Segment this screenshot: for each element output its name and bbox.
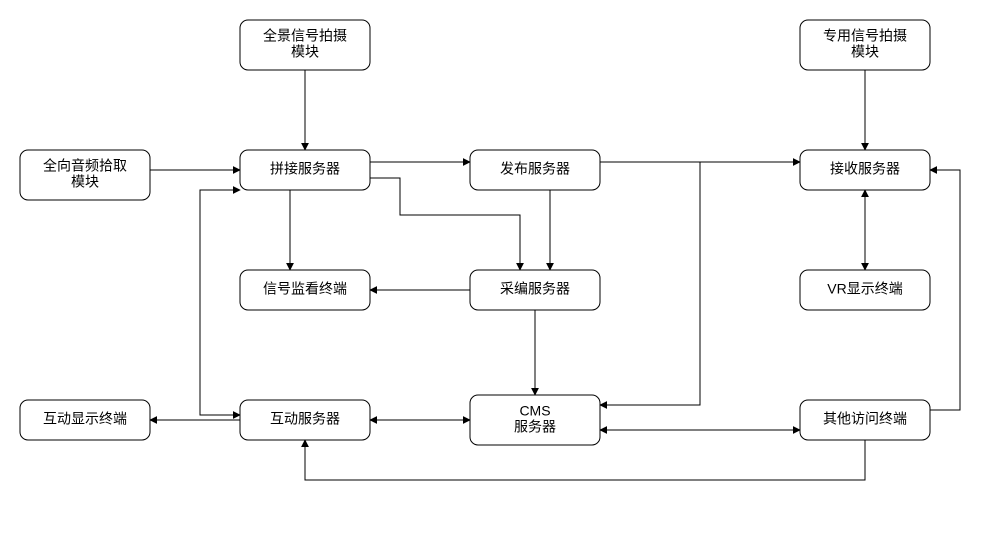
edge-n5-n6-mid-n12 xyxy=(600,162,700,405)
node-label: 采编服务器 xyxy=(500,281,570,297)
node-n10: 互动显示终端 xyxy=(20,400,150,440)
node-label: 信号监看终端 xyxy=(263,281,347,297)
node-label: 接收服务器 xyxy=(830,161,900,177)
node-n6: 接收服务器 xyxy=(800,150,930,190)
node-label: 全向音频拾取 xyxy=(43,158,127,174)
node-n13: 其他访问终端 xyxy=(800,400,930,440)
node-n9: VR显示终端 xyxy=(800,270,930,310)
node-label: 模块 xyxy=(71,174,99,190)
edge-n4-n11 xyxy=(200,190,240,415)
node-n11: 互动服务器 xyxy=(240,400,370,440)
node-label: 全景信号拍摄 xyxy=(263,28,347,44)
node-n12: CMS服务器 xyxy=(470,395,600,445)
node-label: 专用信号拍摄 xyxy=(823,28,907,44)
node-n2: 专用信号拍摄模块 xyxy=(800,20,930,70)
node-label: 互动服务器 xyxy=(270,411,340,427)
node-label: 其他访问终端 xyxy=(823,411,907,427)
node-n3: 全向音频拾取模块 xyxy=(20,150,150,200)
node-n1: 全景信号拍摄模块 xyxy=(240,20,370,70)
node-n4: 拼接服务器 xyxy=(240,150,370,190)
node-label: 模块 xyxy=(291,44,319,60)
node-label: 服务器 xyxy=(514,419,556,435)
node-n7: 信号监看终端 xyxy=(240,270,370,310)
edge-n13-n6 xyxy=(930,170,960,410)
node-label: 模块 xyxy=(851,44,879,60)
flowchart-canvas: 全景信号拍摄模块专用信号拍摄模块全向音频拾取模块拼接服务器发布服务器接收服务器信… xyxy=(0,0,1000,540)
node-n5: 发布服务器 xyxy=(470,150,600,190)
node-n8: 采编服务器 xyxy=(470,270,600,310)
node-label: 互动显示终端 xyxy=(43,411,127,427)
edge-n4-n8 xyxy=(370,178,520,270)
edge-n13-n11 xyxy=(305,440,865,480)
node-label: 发布服务器 xyxy=(500,161,570,177)
node-label: VR显示终端 xyxy=(827,281,902,297)
node-label: CMS xyxy=(519,403,550,419)
node-label: 拼接服务器 xyxy=(270,161,340,177)
